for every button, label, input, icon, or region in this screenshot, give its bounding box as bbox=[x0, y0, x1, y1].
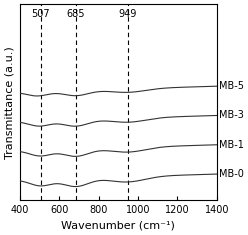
Text: MB-0: MB-0 bbox=[219, 169, 244, 179]
Text: 507: 507 bbox=[31, 8, 50, 19]
X-axis label: Wavenumber (cm⁻¹): Wavenumber (cm⁻¹) bbox=[61, 221, 175, 231]
Text: MB-5: MB-5 bbox=[219, 81, 244, 91]
Text: MB-1: MB-1 bbox=[219, 140, 244, 150]
Text: 949: 949 bbox=[119, 8, 137, 19]
Y-axis label: Transmittance (a.u.): Transmittance (a.u.) bbox=[4, 46, 14, 159]
Text: MB-3: MB-3 bbox=[219, 110, 244, 121]
Text: 685: 685 bbox=[67, 8, 85, 19]
